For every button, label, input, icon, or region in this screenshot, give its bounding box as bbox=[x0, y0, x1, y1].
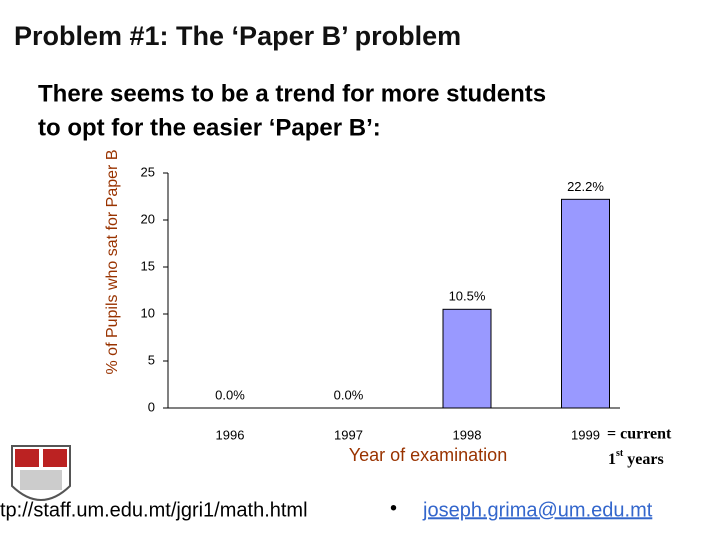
data-label: 0.0% bbox=[334, 387, 364, 402]
x-axis-label: Year of examination bbox=[349, 445, 507, 465]
subtitle: to opt for the easier ‘Paper B’: bbox=[38, 114, 381, 141]
annotation: = current bbox=[607, 426, 672, 443]
x-tick-label: 1996 bbox=[216, 427, 245, 442]
y-tick-label: 10 bbox=[141, 305, 155, 320]
x-tick-label: 1999 bbox=[571, 427, 600, 442]
y-tick-label: 15 bbox=[141, 258, 155, 273]
annotation: st bbox=[616, 448, 624, 459]
footer-separator: • bbox=[390, 497, 397, 519]
y-axis-label: % of Pupils who sat for Paper B bbox=[104, 150, 121, 375]
annotation: 1st years bbox=[608, 448, 664, 467]
footer-email[interactable]: joseph.grima@um.edu.mt bbox=[422, 499, 653, 521]
annotation: years bbox=[627, 451, 663, 468]
slide-title: Problem #1: The ‘Paper B’ problem bbox=[14, 21, 461, 51]
y-tick-label: 0 bbox=[148, 399, 155, 414]
footer-url[interactable]: tp://staff.um.edu.mt/jgri1/math.html bbox=[0, 499, 308, 521]
data-label: 0.0% bbox=[215, 387, 245, 402]
data-label: 22.2% bbox=[567, 179, 604, 194]
x-tick-label: 1998 bbox=[453, 427, 482, 442]
y-tick-label: 20 bbox=[141, 211, 155, 226]
subtitle: There seems to be a trend for more stude… bbox=[38, 80, 546, 107]
bar bbox=[442, 308, 492, 409]
annotation: 1 bbox=[608, 451, 616, 468]
x-tick-label: 1997 bbox=[334, 427, 363, 442]
y-tick-label: 5 bbox=[148, 352, 155, 367]
bar bbox=[561, 198, 610, 409]
data-label: 10.5% bbox=[449, 289, 486, 304]
y-tick-label: 25 bbox=[141, 164, 155, 179]
logo bbox=[11, 445, 71, 501]
